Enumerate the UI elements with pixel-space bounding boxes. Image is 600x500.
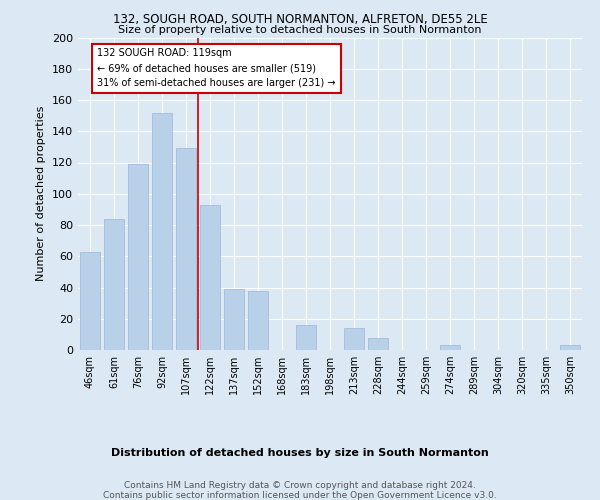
Bar	[344, 328, 364, 350]
Text: Distribution of detached houses by size in South Normanton: Distribution of detached houses by size …	[111, 448, 489, 458]
Bar	[80, 252, 100, 350]
Bar	[224, 289, 244, 350]
Bar	[176, 148, 196, 350]
Y-axis label: Number of detached properties: Number of detached properties	[37, 106, 46, 282]
Bar	[128, 164, 148, 350]
Bar	[560, 346, 580, 350]
Bar	[200, 204, 220, 350]
Text: Contains HM Land Registry data © Crown copyright and database right 2024.
Contai: Contains HM Land Registry data © Crown c…	[103, 481, 497, 500]
Bar	[248, 290, 268, 350]
Bar	[152, 112, 172, 350]
Bar	[440, 346, 460, 350]
Bar	[368, 338, 388, 350]
Bar	[104, 219, 124, 350]
Text: 132, SOUGH ROAD, SOUTH NORMANTON, ALFRETON, DE55 2LE: 132, SOUGH ROAD, SOUTH NORMANTON, ALFRET…	[113, 12, 487, 26]
Bar	[296, 325, 316, 350]
Text: Size of property relative to detached houses in South Normanton: Size of property relative to detached ho…	[118, 25, 482, 35]
Text: 132 SOUGH ROAD: 119sqm
← 69% of detached houses are smaller (519)
31% of semi-de: 132 SOUGH ROAD: 119sqm ← 69% of detached…	[97, 48, 336, 88]
